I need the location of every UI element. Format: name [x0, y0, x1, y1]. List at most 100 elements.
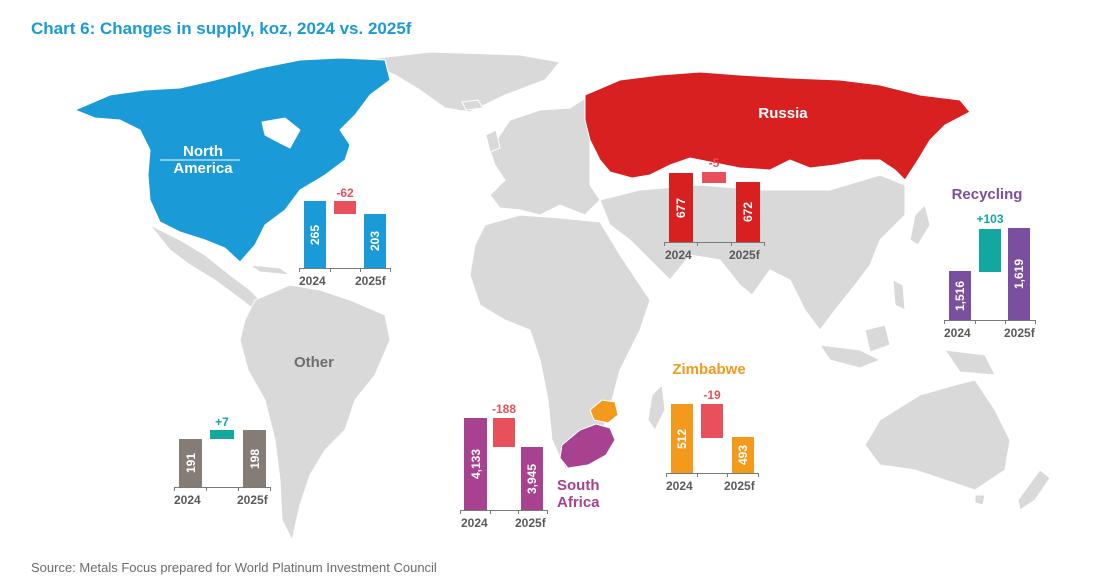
year-label-2024: 2024 — [944, 326, 971, 340]
iceland-shape — [461, 99, 484, 111]
delta-label: -62 — [336, 186, 354, 200]
axis-tick — [360, 268, 361, 272]
year-label-2025f: 2025f — [724, 479, 755, 493]
label-line-1: South — [557, 477, 600, 494]
axis-tick — [299, 268, 300, 272]
bar-2025f: 203 — [364, 214, 386, 268]
x-axis — [460, 510, 548, 511]
bar-value: 3,945 — [525, 463, 539, 494]
axis-tick — [697, 473, 698, 477]
bar-delta — [210, 430, 234, 439]
axis-tick — [238, 487, 239, 491]
year-label-2025f: 2025f — [355, 274, 386, 288]
bar-value: 191 — [183, 452, 198, 474]
year-label-2025f: 2025f — [237, 493, 268, 507]
label-line-2: Africa — [557, 494, 600, 511]
bar-2025f: 1,619 — [1008, 228, 1030, 320]
japan-shape — [909, 204, 931, 246]
bar-delta — [701, 404, 723, 438]
delta-label: +103 — [976, 212, 1004, 226]
label-line-2: America — [173, 160, 233, 177]
axis-tick — [944, 320, 945, 324]
x-axis — [174, 487, 271, 488]
axis-tick — [1035, 320, 1036, 324]
bar-2025f: 672 — [736, 182, 760, 242]
bar-value: 512 — [675, 428, 689, 449]
bar-delta — [702, 172, 726, 183]
region-label-south-africa: South Africa — [557, 477, 615, 511]
bar-2024: 191 — [179, 439, 202, 487]
bar-2024: 1,516 — [949, 271, 971, 320]
axis-tick — [758, 473, 759, 477]
bar-value: 1,619 — [1012, 258, 1026, 290]
bar-2024: 512 — [671, 404, 693, 473]
bar-2024: 4,133 — [464, 418, 487, 510]
axis-tick — [975, 320, 976, 324]
tasmania-shape — [974, 494, 986, 506]
axis-tick — [664, 242, 665, 246]
bar-value: 203 — [368, 230, 382, 252]
source-note: Source: Metals Focus prepared for World … — [31, 560, 437, 575]
delta-label: -19 — [703, 388, 721, 402]
madagascar-shape — [647, 383, 666, 431]
chart-title: Chart 6: Changes in supply, koz, 2024 vs… — [31, 19, 412, 38]
australia-shape — [864, 379, 1011, 491]
year-label-2025f: 2025f — [729, 248, 760, 262]
axis-tick — [1005, 320, 1006, 324]
year-label-2024: 2024 — [665, 248, 692, 262]
year-label-2024: 2024 — [299, 274, 326, 288]
axis-tick — [460, 510, 461, 514]
delta-label: -188 — [491, 402, 517, 416]
new-guinea-shape — [943, 349, 996, 376]
region-label-zimbabwe: Zimbabwe — [672, 361, 746, 378]
bar-value: 677 — [674, 197, 688, 218]
axis-tick — [174, 487, 175, 491]
axis-tick — [727, 473, 728, 477]
europe-shape — [489, 94, 601, 216]
axis-tick — [270, 487, 271, 491]
delta-label: +7 — [215, 415, 229, 429]
axis-tick — [390, 268, 391, 272]
x-axis — [664, 242, 764, 243]
region-label-other: Other — [293, 354, 334, 371]
bar-delta — [334, 201, 356, 214]
south-america-shape — [239, 284, 391, 542]
bar-2025f: 198 — [243, 430, 266, 487]
greenland-shape — [358, 51, 561, 113]
axis-tick — [206, 487, 207, 491]
x-axis — [944, 320, 1036, 321]
axis-tick — [764, 242, 765, 246]
axis-tick — [330, 268, 331, 272]
axis-tick — [666, 473, 667, 477]
year-label-2024: 2024 — [461, 516, 488, 530]
bar-2025f: 493 — [732, 437, 754, 473]
bar-2025f: 3,945 — [521, 447, 543, 510]
bar-delta — [979, 229, 1001, 272]
year-label-2025f: 2025f — [515, 516, 546, 530]
bar-value: 265 — [308, 224, 322, 245]
bar-2024: 677 — [669, 173, 693, 242]
bar-2024: 265 — [304, 201, 326, 268]
bar-value: 1,516 — [953, 280, 967, 311]
russia-shape — [584, 71, 971, 181]
bar-value: 672 — [741, 201, 755, 223]
uk-shape — [485, 129, 501, 153]
axis-tick — [547, 510, 548, 514]
region-label-russia: Russia — [758, 105, 808, 122]
new-zealand-shape — [1017, 469, 1051, 511]
hudson-bay — [261, 117, 301, 149]
borneo-shape — [864, 324, 891, 353]
label-line-1: North — [183, 143, 223, 160]
axis-tick — [518, 510, 519, 514]
axis-tick — [490, 510, 491, 514]
year-label-2024: 2024 — [666, 479, 693, 493]
region-label-north-america: North America — [166, 143, 240, 177]
indonesia-shape — [818, 344, 882, 369]
philippines-shape — [892, 279, 906, 311]
year-label-2024: 2024 — [174, 493, 201, 507]
south-africa-shape — [559, 423, 616, 469]
x-axis — [666, 473, 759, 474]
bar-value: 198 — [247, 448, 262, 469]
axis-tick — [731, 242, 732, 246]
x-axis — [299, 268, 391, 269]
